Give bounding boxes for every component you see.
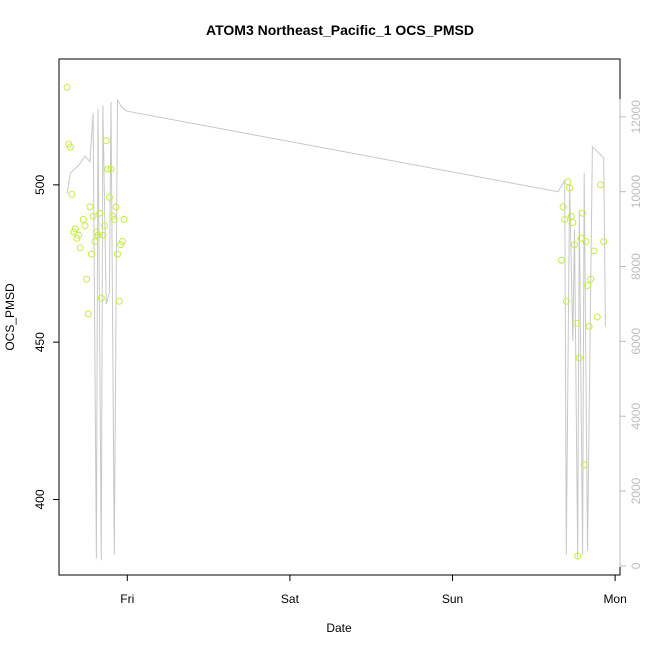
data-point [562,297,570,305]
y-axis-label: OCS_PMSD [3,283,17,351]
data-point [104,165,112,173]
x-tick-label: Sun [442,592,463,606]
data-point [559,203,567,211]
x-ticks: Fri Sat Sun Mon [120,575,627,606]
data-point [569,219,577,227]
y-tick-label: 450 [33,332,47,352]
data-point [584,282,591,289]
data-point [101,222,108,230]
data-point [575,354,583,362]
data-point [574,552,582,560]
data-point [107,165,115,173]
right-y-tick-label: 8000 [629,253,643,280]
data-point [566,184,574,192]
data-point [561,216,569,223]
x-tick-label: Sat [281,592,300,606]
data-point [102,137,110,145]
data-point [587,275,595,283]
data-point [76,244,84,252]
data-point [83,275,91,283]
data-point [564,178,572,186]
data-point [89,212,97,220]
chart-title: ATOM3 Northeast_Pacific_1 OCS_PMSD [206,22,474,38]
series-layer [63,83,608,561]
data-point [88,250,95,258]
data-point [99,231,107,239]
data-point [597,181,604,189]
data-point [86,203,94,211]
data-point [112,203,120,211]
x-tick-label: Fri [120,592,134,606]
right-y-tick-label: 12000 [629,100,643,134]
data-point [585,322,593,330]
data-point [96,209,104,217]
data-point [91,238,99,245]
x-axis-label: Date [326,621,352,635]
data-point [66,143,74,151]
y-ticks: 400 450 500 [33,175,59,510]
data-point [71,225,79,233]
data-point [582,238,590,245]
right-y-tick-label: 4000 [629,403,643,430]
data-point [115,297,123,305]
data-point [571,241,578,249]
right-y-tick-label: 2000 [629,477,643,504]
data-point [120,216,128,223]
data-point [567,212,575,220]
data-point [68,190,76,198]
data-point [558,256,565,264]
right-y-ticks: 0 2000 4000 6000 8000 10000 12000 [620,100,643,569]
y-tick-label: 400 [33,489,47,509]
data-point [97,294,105,302]
data-point [593,313,601,321]
data-point [118,238,126,245]
right-y-tick-label: 0 [629,562,643,569]
data-point [580,461,588,469]
plot-frame [58,58,621,576]
altitude-line [66,98,606,561]
data-point [94,231,102,239]
data-point [590,247,598,255]
data-point [572,319,580,327]
data-point [579,209,587,217]
data-point [75,231,82,239]
data-point [79,216,87,223]
right-y-tick-label: 10000 [629,175,643,209]
data-point [84,310,92,318]
data-point [81,222,89,230]
data-point [110,216,118,223]
data-point [600,238,608,245]
data-point [114,250,121,258]
right-y-tick-label: 6000 [629,328,643,355]
x-tick-label: Mon [603,592,626,606]
y-tick-label: 500 [33,175,47,195]
data-point [63,83,71,91]
data-point [105,193,113,201]
data-point [577,234,585,242]
